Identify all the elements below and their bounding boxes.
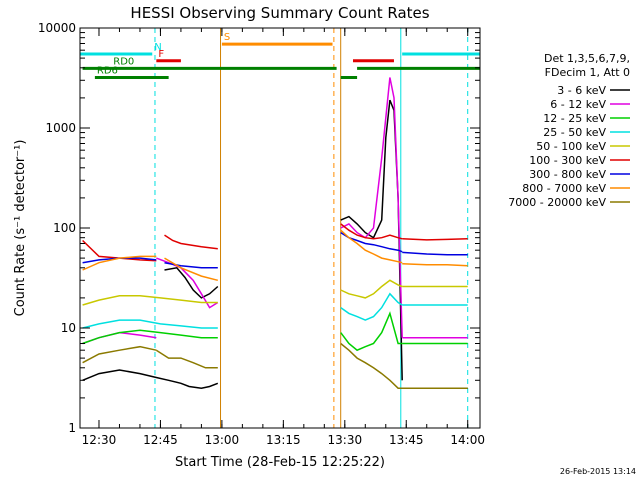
series-5-line-1 [164,234,218,250]
y-tick-label-4: 10000 [38,21,76,35]
y-tick-label-3: 1000 [45,121,76,135]
legend-label-3: 25 - 50 keV [543,126,606,139]
x-tick-label-5: 13:45 [389,433,424,447]
series-8-line-1 [155,349,218,369]
legend-header-1: FDecim 1, Att 0 [545,66,630,79]
y-axis: 1 10 100 1000 10000 [38,21,480,435]
series-4-line-1 [340,279,403,299]
legend-header-0: Det 1,3,5,6,7,9, [544,52,630,65]
x-tick-label-0: 12:30 [82,433,117,447]
flag-label-f: F [158,49,164,60]
series-5-line-2 [340,223,403,240]
x-tick-label-2: 13:00 [205,433,240,447]
legend: Det 1,3,5,6,7,9,FDecim 1, Att 0 3 - 6 keV… [508,52,630,209]
series-0-line-1 [164,266,219,299]
legend-label-8: 7000 - 20000 keV [508,196,606,209]
legend-label-2: 12 - 25 keV [543,112,606,125]
legend-label-1: 6 - 12 keV [550,98,606,111]
series-7-line-3 [402,262,468,267]
y-tick-label-1: 10 [61,321,76,335]
flag-label-n: N [154,42,161,53]
legend-label-6: 300 - 800 keV [529,168,606,181]
series-3-line-1 [340,292,403,321]
y-axis-label: Count Rate (s⁻¹ detector⁻¹) [13,140,28,317]
chart-title: HESSI Observing Summary Count Rates [130,4,429,22]
legend-label-4: 50 - 100 keV [536,140,606,153]
series-4-line-0 [82,295,218,306]
series-7-line-0 [82,255,157,271]
series-8-line-2 [340,342,403,389]
x-tick-label-1: 12:45 [143,433,178,447]
series-2-line-1 [340,311,403,352]
footer-timestamp: 26-Feb-2015 13:14 [560,467,636,476]
series-1-line-2 [340,77,403,338]
series-6-line-3 [402,251,468,256]
legend-label-5: 100 - 300 keV [529,154,606,167]
x-tick-label-4: 13:30 [328,433,363,447]
flag-label-s: S [224,32,230,43]
x-axis-label: Start Time (28-Feb-15 12:25:22) [175,455,385,470]
series-5-line-3 [402,238,468,241]
legend-label-0: 3 - 6 keV [557,84,606,97]
series-8-line-0 [82,345,157,364]
y-tick-label-0: 1 [68,421,76,435]
flag-label-rd0: RD0 [113,56,134,67]
series-7-line-1 [164,257,218,282]
legend-label-7: 800 - 7000 keV [522,182,606,195]
flag-label-rd6: RD6 [97,65,118,76]
x-tick-label-3: 13:15 [266,433,301,447]
x-axis: 12:30 12:45 13:00 13:15 13:30 13:45 14:00 [82,28,485,447]
y-tick-label-2: 100 [53,221,76,235]
series-0-line-0 [82,369,219,389]
series-3-line-0 [82,319,218,329]
series-2-line-0 [82,329,218,345]
series-6-line-1 [164,261,218,269]
series-6-line-2 [340,231,403,253]
x-tick-label-6: 14:00 [450,433,485,447]
series-7-line-2 [340,229,403,264]
